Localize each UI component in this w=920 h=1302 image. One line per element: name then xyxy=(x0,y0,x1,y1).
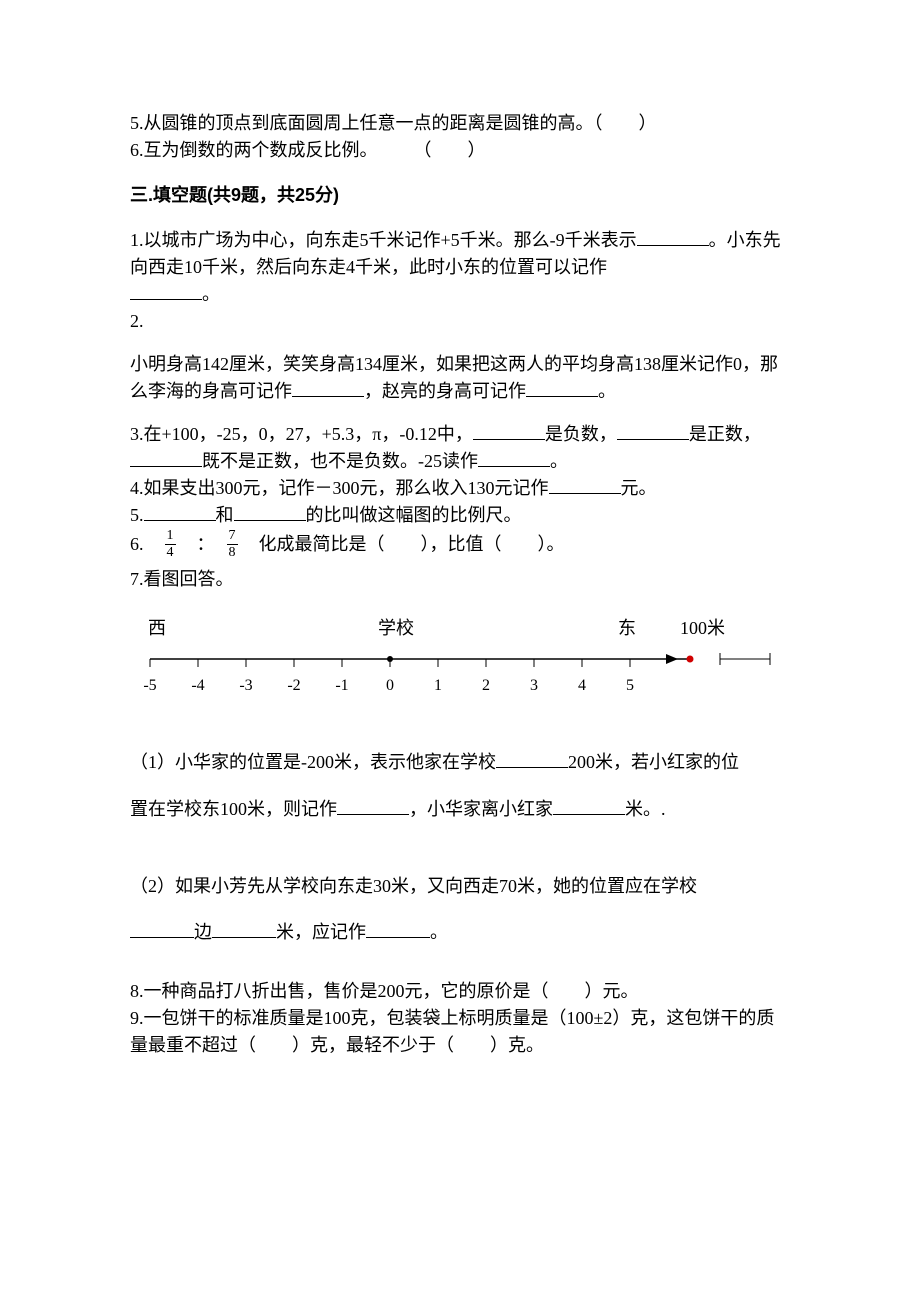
blank xyxy=(617,421,689,440)
svg-text:0: 0 xyxy=(386,677,394,694)
blank xyxy=(553,796,625,815)
fraction-num: 1 xyxy=(165,529,176,545)
sub-q1-text-a: （1）小华家的位置是-200米，表示他家在学校 xyxy=(130,752,496,772)
blank xyxy=(496,749,568,768)
fill-q5-text-a: 5. xyxy=(130,505,144,525)
svg-text:3: 3 xyxy=(530,677,538,694)
sub-q1-text-d: ，小华家离小红家 xyxy=(409,799,553,819)
sub-q2-text-a: （2）如果小芳先从学校向东走30米，又向西走70米，她的位置应在学校 xyxy=(130,876,697,896)
fill-q3-text-b: 是负数， xyxy=(545,424,617,444)
blank xyxy=(130,448,202,467)
svg-text:-3: -3 xyxy=(239,677,252,694)
blank xyxy=(637,227,709,246)
fill-q4: 4.如果支出300元，记作－300元，那么收入130元记作 元。 xyxy=(130,475,790,502)
blank xyxy=(526,378,598,397)
fill-q5-text-c: 的比叫做这幅图的比例尺。 xyxy=(306,505,522,525)
fill-q1-text-c: 。 xyxy=(202,284,220,304)
fill-q1: 1.以城市广场为中心，向东走5千米记作+5千米。那么-9千米表示。小东先向西走1… xyxy=(130,227,790,281)
fill-q2-text-c: 。 xyxy=(598,381,616,401)
blank xyxy=(337,796,409,815)
sub-q1: （1）小华家的位置是-200米，表示他家在学校 200米，若小红家的位 置在学校东… xyxy=(130,739,790,833)
fill-q4-text-a: 4.如果支出300元，记作－300元，那么收入130元记作 xyxy=(130,478,549,498)
sub-q2-text-b: 边 xyxy=(194,922,212,942)
fill-q5-text-b: 和 xyxy=(216,505,234,525)
fraction-den: 8 xyxy=(227,545,238,560)
blank xyxy=(130,919,194,938)
sub-q1-text-e: 米。. xyxy=(625,799,666,819)
label-school: 学校 xyxy=(378,615,414,642)
blank xyxy=(234,502,306,521)
blank xyxy=(130,281,202,300)
blank xyxy=(549,475,621,494)
blank xyxy=(292,378,364,397)
fill-q9: 9.一包饼干的标准质量是100克，包装袋上标明质量是（100±2）克，这包饼干的… xyxy=(130,1005,790,1059)
fill-q3-text-d: 既不是正数，也不是负数。-25读作 xyxy=(202,451,478,471)
fill-q5: 5. 和 的比叫做这幅图的比例尺。 xyxy=(130,502,790,529)
fill-q3-text-c: 是正数， xyxy=(689,424,761,444)
tf-q5: 5.从圆锥的顶点到底面圆周上任意一点的距离是圆锥的高。（ ） xyxy=(130,110,790,137)
fill-q6-text-b: ： xyxy=(179,531,224,558)
fraction-num: 7 xyxy=(227,529,238,545)
blank xyxy=(478,448,550,467)
tf-q6: 6.互为倒数的两个数成反比例。 （ ） xyxy=(130,137,790,164)
fill-q8: 8.一种商品打八折出售，售价是200元，它的原价是（ ）元。 xyxy=(130,978,790,1005)
label-west: 西 xyxy=(148,615,166,642)
svg-text:-2: -2 xyxy=(287,677,300,694)
number-line-diagram: 西 学校 东 100米 -5 -4 -3 -2 -1 0 1 2 3 4 5 xyxy=(130,615,790,709)
svg-text:-5: -5 xyxy=(143,677,156,694)
blank xyxy=(212,919,276,938)
label-scale: 100米 xyxy=(680,615,725,642)
fill-q2: 小明身高142厘米，笑笑身高134厘米，如果把这两人的平均身高138厘米记作0，… xyxy=(130,351,790,405)
fill-q1-line2: 。 xyxy=(130,281,790,308)
sub-q2-text-c: 米，应记作 xyxy=(276,922,366,942)
blank xyxy=(473,421,545,440)
fraction-1-4: 1 4 xyxy=(165,529,176,560)
svg-text:-1: -1 xyxy=(335,677,348,694)
blank xyxy=(144,502,216,521)
fill-q6-text-c: 化成最简比是（ ），比值（ ）。 xyxy=(241,531,565,558)
fill-q2-label: 2. xyxy=(130,308,790,335)
fill-q3-text-a: 3.在+100，-25，0，27，+5.3，π，-0.12中， xyxy=(130,424,473,444)
svg-text:-4: -4 xyxy=(191,677,204,694)
fill-q2-text-b: ，赵亮的身高可记作 xyxy=(364,381,526,401)
fill-q6-text-a: 6. xyxy=(130,531,162,558)
sub-q2-text-d: 。 xyxy=(430,922,448,942)
fill-q6: 6. 1 4 ： 7 8 化成最简比是（ ），比值（ ）。 xyxy=(130,529,790,560)
fill-q3-text-e: 。 xyxy=(550,451,568,471)
sub-q2: （2）如果小芳先从学校向东走30米，又向西走70米，她的位置应在学校 边 米，应记… xyxy=(130,863,790,957)
label-east: 东 xyxy=(618,615,636,642)
fraction-den: 4 xyxy=(165,545,176,560)
svg-text:4: 4 xyxy=(578,677,586,694)
page-content: 5.从圆锥的顶点到底面圆周上任意一点的距离是圆锥的高。（ ） 6.互为倒数的两个… xyxy=(0,0,920,1119)
svg-text:5: 5 xyxy=(626,677,634,694)
section-title: 三.填空题(共9题，共25分) xyxy=(130,182,790,209)
sub-q1-text-c: 置在学校东100米，则记作 xyxy=(130,799,337,819)
diagram-top-labels: 西 学校 东 100米 xyxy=(130,615,790,639)
number-line-svg: -5 -4 -3 -2 -1 0 1 2 3 4 5 xyxy=(130,639,810,709)
fill-q4-text-b: 元。 xyxy=(621,478,657,498)
fill-q1-text-a: 1.以城市广场为中心，向东走5千米记作+5千米。那么-9千米表示 xyxy=(130,230,637,250)
fill-q7: 7.看图回答。 xyxy=(130,566,790,593)
fill-q3: 3.在+100，-25，0，27，+5.3，π，-0.12中， 是负数， 是正数， 既… xyxy=(130,421,790,475)
fraction-7-8: 7 8 xyxy=(227,529,238,560)
svg-text:1: 1 xyxy=(434,677,442,694)
svg-text:2: 2 xyxy=(482,677,490,694)
blank xyxy=(366,919,430,938)
sub-q1-text-b: 200米，若小红家的位 xyxy=(568,752,739,772)
